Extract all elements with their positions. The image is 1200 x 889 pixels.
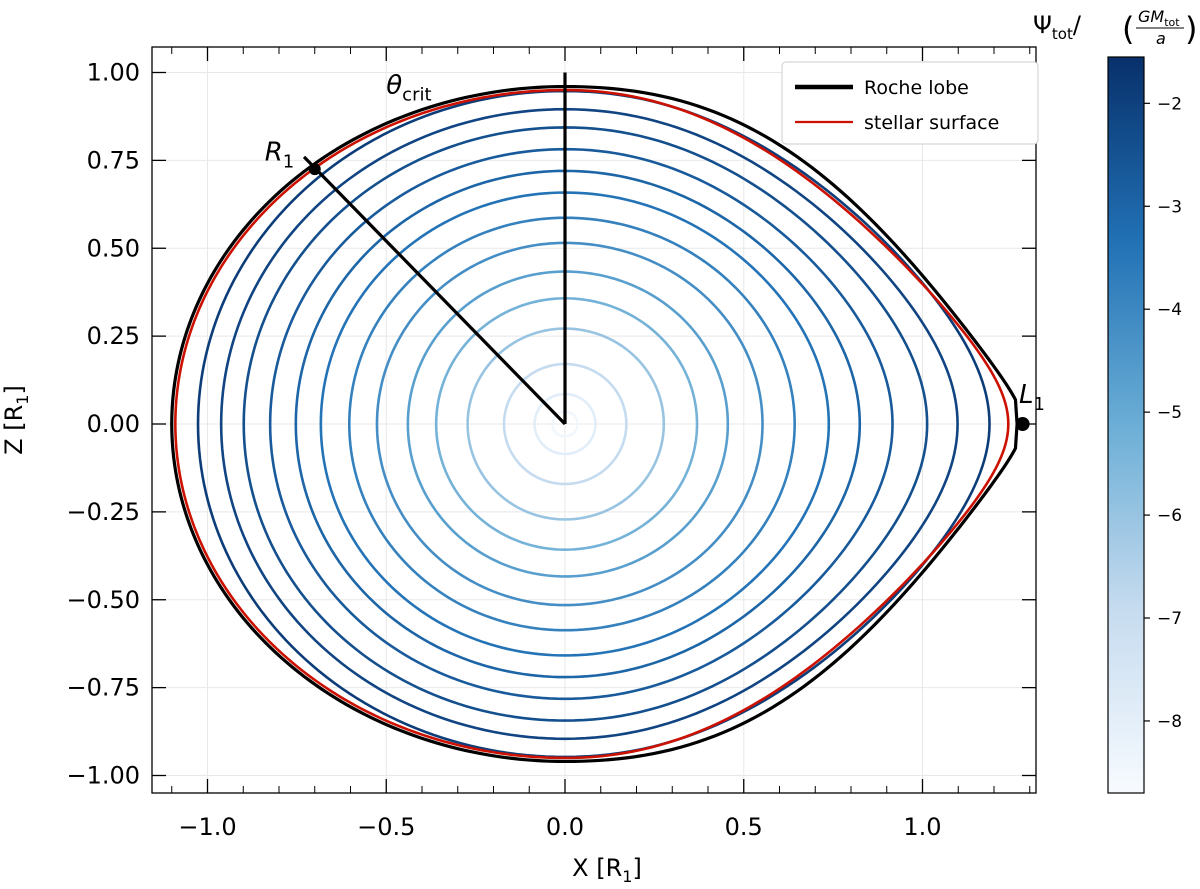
x-tick-label: 1.0 [903, 813, 941, 841]
legend-label-stellar-surface: stellar surface [864, 112, 999, 134]
equipotential-contour [434, 297, 699, 551]
equipotential-contour [219, 107, 959, 741]
x-tick-label: −1.0 [178, 813, 236, 841]
legend-box [781, 61, 1039, 145]
equipotential-contour [268, 147, 894, 701]
colorbar-tick-label: −6 [1157, 506, 1182, 526]
colorbar-ticks: −2 −3 −4 −5 −6 −7 −8 [1144, 94, 1182, 732]
x-tick-label: −0.5 [357, 813, 415, 841]
y-tick-label: −0.25 [66, 498, 140, 526]
equipotential-contour [294, 169, 862, 679]
y-tick-label: 0.75 [87, 146, 140, 174]
equipotential-contour [551, 410, 579, 438]
colorbar-tick-label: −3 [1157, 197, 1182, 217]
equipotential-contour [502, 362, 628, 486]
r1-radial-line [302, 155, 567, 426]
equipotential-contour [196, 89, 991, 759]
y-tick-label: 0.50 [87, 234, 140, 262]
y-tick-label: 0.00 [87, 410, 140, 438]
colorbar-paren-right: ) [1185, 10, 1197, 48]
l1-label: L1 [1019, 380, 1045, 415]
r1-label: R1 [265, 137, 295, 172]
theta-crit-label: θcrit [386, 71, 431, 106]
y-tick-label: −1.00 [66, 762, 140, 790]
legend-label-roche-lobe: Roche lobe [864, 77, 969, 99]
colorbar-tick-label: −2 [1157, 94, 1182, 114]
x-tick-label: 0.5 [725, 813, 763, 841]
equipotential-contour [406, 270, 730, 578]
stellar-surface-curve [174, 88, 1010, 760]
equipotential-contour [533, 392, 597, 456]
plot-frame [151, 46, 1037, 794]
legend: Roche lobe stellar surface [781, 61, 1039, 145]
x-axis-label: X [R1] [572, 854, 642, 886]
colorbar-frac-den: a [1156, 29, 1166, 48]
y-tick-label: −0.75 [66, 674, 140, 702]
r1-point [308, 163, 321, 176]
equipotential-contour [319, 191, 831, 657]
colorbar-tick-label: −4 [1157, 300, 1182, 320]
roche-lobe-curve [170, 84, 1023, 764]
colorbar-tick-label: −5 [1157, 403, 1182, 423]
equipotential-contour [347, 216, 796, 632]
colorbar-frac-num: GMtot [1138, 7, 1180, 29]
colorbar-tick-label: −8 [1157, 712, 1182, 732]
y-tick-label: −0.50 [66, 586, 140, 614]
y-tick-label: 0.25 [87, 322, 140, 350]
equipotential-contour [466, 327, 666, 521]
x-tick-label: 0.0 [546, 813, 584, 841]
y-axis-label: Z [R1] [0, 385, 32, 455]
annotations: θcrit R1 L1 [265, 71, 1045, 431]
equipotential-contour [375, 241, 764, 607]
colorbar: −2 −3 −4 −5 −6 −7 −8 Ψtot/ ( GMtot a ) [1033, 7, 1197, 794]
colorbar-paren-left: ( [1122, 10, 1134, 48]
colorbar-gradient [1107, 56, 1145, 794]
plot-curves [170, 84, 1023, 764]
colorbar-tick-label: −7 [1157, 609, 1182, 629]
axis-ticks: −1.0 −0.5 0.0 0.5 1.0 −1.00 −0.75 −0.50 −0.25 0.0… [66, 47, 1036, 841]
colorbar-label: Ψtot/ [1033, 11, 1082, 43]
equipotential-contour [242, 126, 929, 722]
y-tick-label: 1.00 [87, 59, 140, 87]
